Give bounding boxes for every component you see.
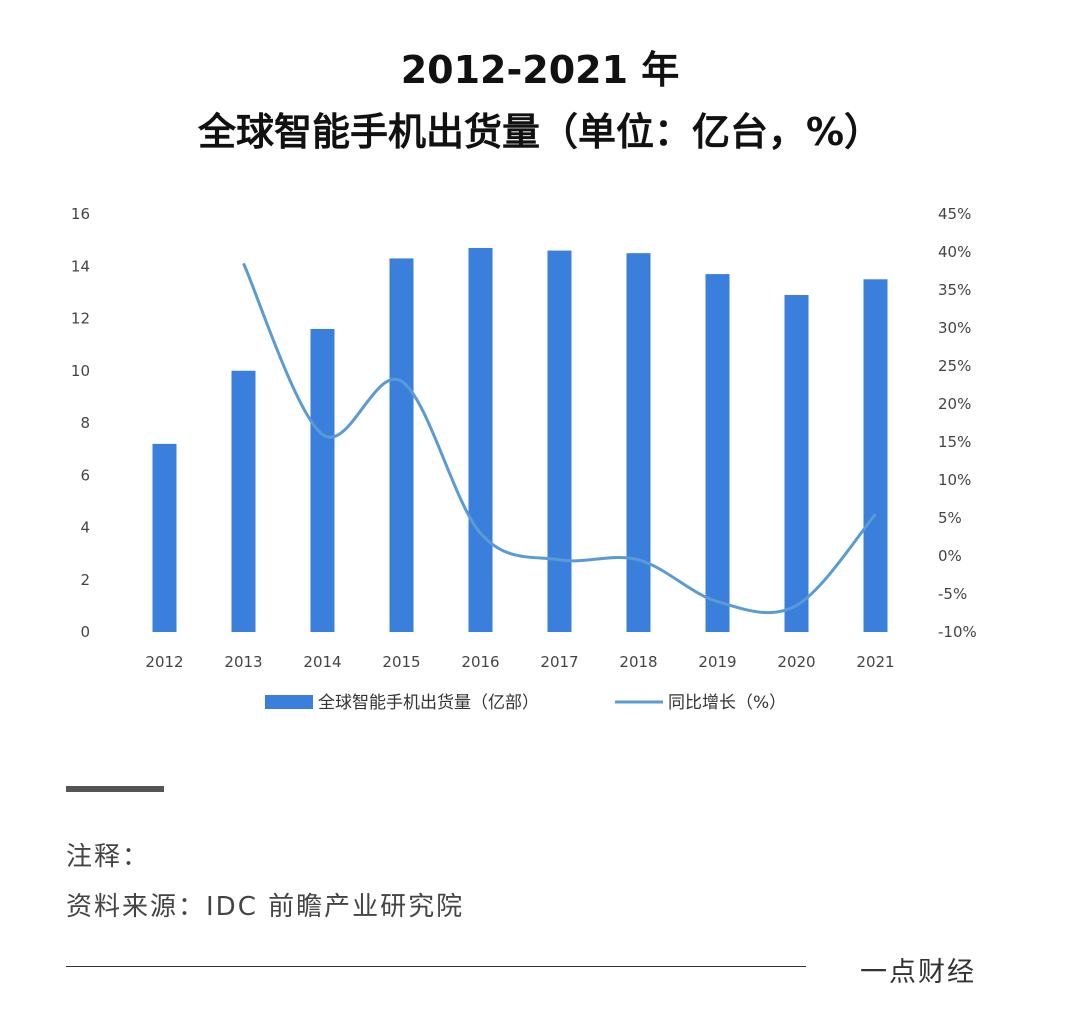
chart-title-line1: 2012-2021 年 [400, 48, 680, 92]
x-tick-label: 2016 [461, 653, 499, 671]
chart-title: 2012-2021 年 全球智能手机出货量（单位：亿台，%） [0, 42, 1080, 160]
bar [626, 253, 651, 632]
x-tick-label: 2013 [224, 653, 262, 671]
y-left-tick-label: 2 [80, 571, 90, 589]
y-right-tick-label: 20% [938, 395, 971, 413]
y-left-tick-label: 4 [80, 519, 90, 537]
x-tick-label: 2021 [856, 653, 894, 671]
y-right-tick-label: 10% [938, 471, 971, 489]
bar [231, 370, 256, 632]
section-divider [66, 786, 164, 792]
x-tick-label: 2012 [145, 653, 183, 671]
y-right-tick-label: 25% [938, 357, 971, 375]
x-tick-label: 2014 [303, 653, 341, 671]
x-tick-label: 2020 [777, 653, 815, 671]
bar [784, 294, 809, 632]
footer-divider [66, 966, 806, 967]
y-right-tick-label: 30% [938, 319, 971, 337]
x-tick-label: 2019 [698, 653, 736, 671]
combo-chart: 0 2 4 6 8 10 12 14 16 -10% -5% 0% 5% 10% 15% 20% 25% 30% 3… [71, 205, 977, 713]
legend-line-label: 同比增长（%） [668, 693, 786, 713]
source-note: 资料来源：IDC 前瞻产业研究院 [66, 892, 465, 922]
bar [705, 274, 730, 632]
note-label: 注释： [66, 842, 151, 872]
y-left-tick-label: 16 [71, 205, 90, 223]
y-right-tick-label: 15% [938, 433, 971, 451]
y-left-tick-label: 12 [71, 310, 90, 328]
chart-title-line2: 全球智能手机出货量（单位：亿台，%） [197, 110, 883, 154]
chart-area: 0 2 4 6 8 10 12 14 16 -10% -5% 0% 5% 10% 15% 20% 25% 30% 3… [60, 190, 1000, 730]
y-right-tick-label: 0% [938, 547, 962, 565]
y-right-tick-label: 5% [938, 509, 962, 527]
y-left-tick-label: 8 [80, 414, 90, 432]
growth-line [242, 262, 877, 615]
bar [389, 258, 414, 632]
bar [152, 443, 177, 632]
x-tick-label: 2015 [382, 653, 420, 671]
y-right-tick-label: -5% [938, 585, 967, 603]
footer-brand: 一点财经 [860, 957, 976, 988]
y-left-tick-label: 6 [80, 466, 90, 484]
y-right-tick-label: -10% [938, 623, 977, 641]
legend-bar-swatch [265, 695, 313, 709]
y-right-tick-label: 35% [938, 281, 971, 299]
y-right-tick-label: 45% [938, 205, 971, 223]
y-left-tick-label: 0 [80, 623, 90, 641]
bar [468, 247, 493, 632]
y-left-tick-label: 10 [71, 362, 90, 380]
x-tick-label: 2017 [540, 653, 578, 671]
legend-bar-label: 全球智能手机出货量（亿部） [318, 693, 539, 713]
y-right-tick-label: 40% [938, 243, 971, 261]
x-tick-label: 2018 [619, 653, 657, 671]
y-left-tick-label: 14 [71, 257, 90, 275]
bar [863, 279, 888, 632]
bar [547, 250, 572, 632]
bar [310, 328, 335, 632]
